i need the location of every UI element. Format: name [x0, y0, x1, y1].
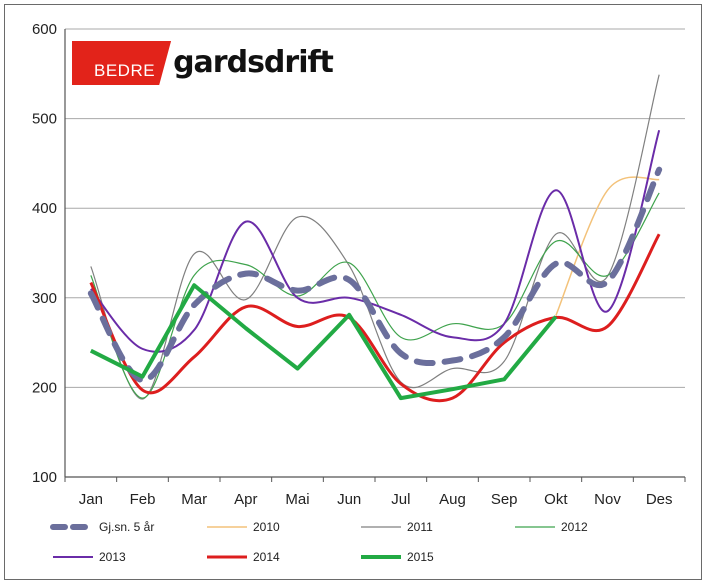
series-line-2015 [89, 283, 558, 401]
legend-label: 2014 [253, 550, 280, 564]
series-line-2013 [90, 129, 661, 353]
x-tick-label: Aug [439, 491, 466, 508]
y-tick-label: 400 [32, 200, 57, 217]
x-tick-label: Des [646, 491, 673, 508]
chart-frame: 100 200 300 400 500 600 Jan Feb Mar Apr Mai Jun Jul… [4, 4, 702, 580]
series-line-2014 [89, 233, 661, 403]
x-tick-label: Mar [181, 491, 207, 508]
logo-bedre: BEDRE [72, 41, 172, 85]
x-tick-label: Feb [130, 491, 156, 508]
y-tick-label: 100 [32, 469, 57, 486]
y-tick-label: 500 [32, 111, 57, 128]
legend-label: 2015 [407, 550, 434, 564]
y-tick-label: 600 [32, 21, 57, 38]
x-tick-label: Apr [234, 491, 257, 508]
x-tick-label: Okt [544, 491, 568, 508]
x-tick-label: Jun [337, 491, 361, 508]
legend-label: 2010 [253, 520, 280, 534]
legend: Gj.sn. 5 år 2010 2011 2012 2013 2014 2015 [50, 520, 588, 564]
y-tick-label: 200 [32, 379, 57, 396]
legend-label: 2013 [99, 550, 126, 564]
y-tick-label: 300 [32, 290, 57, 307]
x-axis-ticks: Jan Feb Mar Apr Mai Jun Jul Aug Sep Okt Nov Des [64, 477, 686, 508]
x-tick-label: Sep [491, 491, 518, 508]
legend-label: 2011 [407, 520, 433, 534]
logo-gardsdrift: gardsdrift [173, 45, 334, 80]
series-lines [87, 74, 663, 403]
x-tick-label: Jul [391, 491, 410, 508]
y-axis-ticks: 100 200 300 400 500 600 [32, 21, 57, 486]
series-line-2010 [555, 176, 660, 317]
gridlines [64, 28, 685, 478]
x-tick-label: Mai [285, 491, 309, 508]
legend-label: Gj.sn. 5 år [99, 520, 154, 534]
x-tick-label: Jan [79, 491, 103, 508]
legend-label: 2012 [561, 520, 588, 534]
series-line-gj-sn-5-r [87, 166, 663, 384]
x-tick-label: Nov [594, 491, 621, 508]
line-chart: 100 200 300 400 500 600 Jan Feb Mar Apr Mai Jun Jul… [32, 21, 686, 564]
logo: BEDRE gardsdrift [72, 41, 334, 85]
